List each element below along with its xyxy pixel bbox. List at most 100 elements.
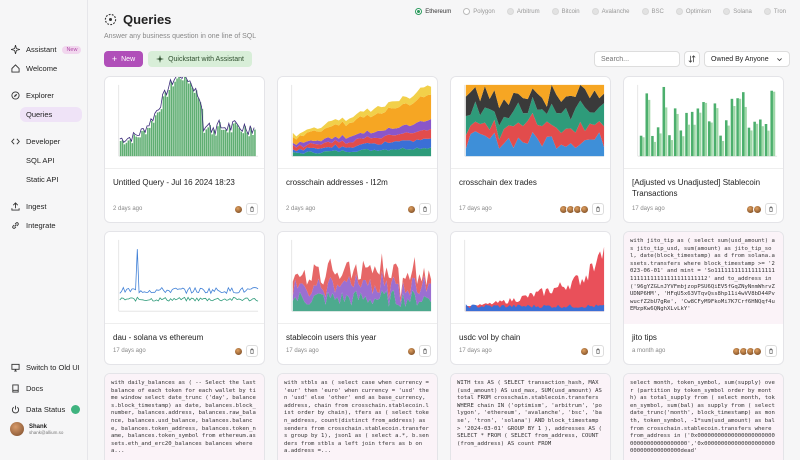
sidebar-item-integrate[interactable]: Integrate [6,218,82,233]
sidebar-item-assistant[interactable]: Assistant New [6,42,82,57]
avatar [753,346,762,356]
card-date: 17 days ago [632,206,665,212]
chain-label: Avalanche [601,8,630,15]
query-card[interactable]: stablecoin users this year 17 days ago [277,231,438,365]
bar [172,86,174,157]
bar [713,103,717,157]
sidebar-item-sql-api[interactable]: SQL API [6,153,82,168]
bar [135,136,137,157]
query-card[interactable]: [Adjusted vs Unadjusted] Stablecoin Tran… [623,76,784,223]
chain-tron[interactable]: Tron [763,8,786,15]
bar [189,82,192,157]
bar [724,120,728,157]
data-status-toggle[interactable]: Data Status [6,402,82,417]
bar [131,143,134,157]
bar [133,134,135,157]
chain-label: Tron [773,8,786,15]
bar [199,102,202,157]
delete-button[interactable] [419,203,431,215]
chain-avalanche[interactable]: Avalanche [591,8,630,15]
sql-preview: with daily_balances as ( -- Select the l… [105,374,264,460]
switch-old-ui-button[interactable]: Switch to Old UI [6,360,82,375]
chain-bitcoin[interactable]: Bitcoin [551,8,580,15]
query-card[interactable]: Untitled Query - Jul 16 2024 18:23 2 day… [104,76,265,223]
bar [209,125,211,157]
bar [236,125,239,157]
bar [685,112,688,157]
delete-button[interactable] [592,345,604,357]
delete-button[interactable] [419,345,431,357]
area-series [292,85,432,140]
sidebar-item-static-api[interactable]: Static API [6,172,82,187]
docs-link[interactable]: Docs [6,381,82,396]
plus-icon: + [111,54,118,64]
chain-arbitrum[interactable]: Arbitrum [506,8,540,15]
sql-preview: with jito_tip as ( select sum(usd_amount… [624,232,783,324]
chain-bsc[interactable]: BSC [641,8,664,15]
bar [242,133,245,157]
bar [215,135,217,157]
sidebar-item-welcome[interactable]: Welcome [6,61,82,76]
delete-button[interactable] [765,345,777,357]
radio-icon [675,8,683,15]
owner-filter-select[interactable]: Owned By Anyone [704,51,790,67]
query-card[interactable]: dau - solana vs ethereum 17 days ago [104,231,265,365]
link-icon [10,221,20,231]
card-date: a month ago [632,348,666,354]
sort-button[interactable] [684,51,700,67]
quickstart-button[interactable]: Quickstart with Assistant [148,51,252,67]
chain-label: BSC [651,8,664,15]
series-line [119,249,259,295]
sort-icon [688,55,696,63]
bar [679,130,683,157]
radio-icon [463,8,471,15]
bar [168,90,171,157]
card-footer: 17 days ago [459,345,604,357]
sidebar-item-developer[interactable]: Developer [6,134,82,149]
chain-ethereum[interactable]: Ethereum [415,8,451,15]
trash-icon [423,348,427,354]
chain-optimism[interactable]: Optimism [675,8,711,15]
user-email: shank@allium.so [29,429,64,435]
new-query-button[interactable]: + New [104,51,143,67]
avatar [234,204,243,214]
query-card[interactable]: select month, token_symbol, sum(supply) … [623,373,784,460]
sidebar-item-label: Switch to Old UI [26,363,80,372]
trash-icon [596,206,600,212]
sidebar-item-explorer[interactable]: Explorer [6,88,82,103]
bar [755,123,759,157]
query-card[interactable]: with daily_balances as ( -- Select the l… [104,373,265,460]
query-card[interactable]: with jito_tip as ( select sum(usd_amount… [623,231,784,365]
card-footer: 2 days ago [113,203,258,215]
bar [121,140,124,157]
user-profile[interactable]: Shank shank@allium.so [10,422,63,436]
sidebar-item-label: Ingest [26,202,47,211]
delete-button[interactable] [765,203,777,215]
sidebar-item-queries[interactable]: Queries [20,107,82,122]
query-card[interactable]: WITH txs AS ( SELECT transaction_hash, M… [450,373,611,460]
sidebar-bottom: Switch to Old UI Docs Data Status [6,360,82,423]
bar [119,140,122,157]
upload-icon [10,202,20,212]
chain-polygon[interactable]: Polygon [463,8,495,15]
bar [147,127,149,157]
query-card[interactable]: crosschain addresses - l12m 2 days ago [277,76,438,223]
query-card[interactable]: crosschain dex trades 17 days ago [450,76,611,223]
delete-button[interactable] [592,203,604,215]
delete-button[interactable] [246,203,258,215]
sidebar-item-ingest[interactable]: Ingest [6,199,82,214]
sql-preview: WITH txs AS ( SELECT transaction_hash, M… [451,374,610,460]
query-card[interactable]: usdc vol by chain 17 days ago [450,231,611,365]
area-series [292,289,432,312]
bar [248,136,250,157]
card-title: [Adjusted vs Unadjusted] Stablecoin Tran… [632,178,761,198]
delete-button[interactable] [246,345,258,357]
sidebar-item-label: Assistant [26,45,57,54]
query-card[interactable]: with stbls as ( select case when currenc… [277,373,438,460]
bar [670,140,674,157]
sparkle-icon [10,45,20,55]
compass-icon [10,91,20,101]
trash-icon [769,348,773,354]
chain-solana[interactable]: Solana [723,8,752,15]
search-input[interactable] [594,51,680,67]
